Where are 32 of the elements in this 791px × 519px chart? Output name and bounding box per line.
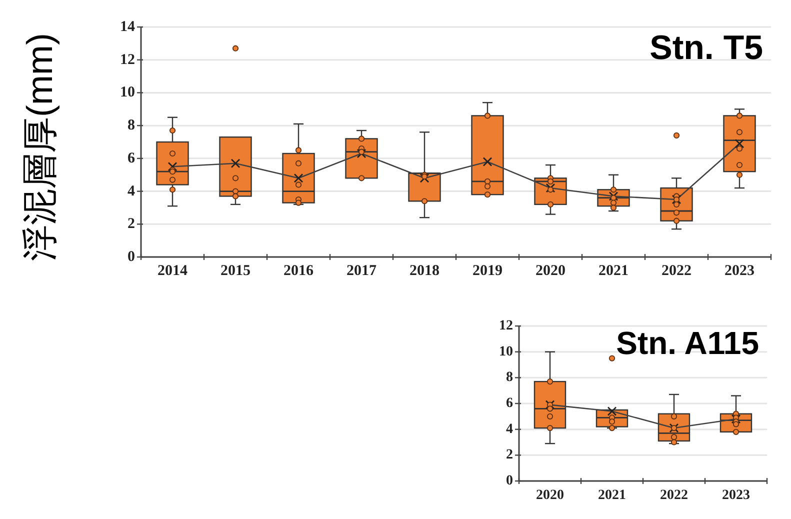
chart-title: Stn. T5 [650, 29, 763, 67]
y-tick-label: 4 [128, 183, 136, 200]
y-tick-label: 8 [506, 370, 513, 386]
x-tick-label: 2019 [472, 263, 502, 279]
y-tick-label: 2 [506, 448, 513, 463]
chart-title: Stn. A115 [616, 325, 759, 361]
y-tick-label: 12 [120, 52, 135, 68]
y-tick-label: 0 [128, 249, 135, 265]
y-tick-label: 0 [506, 474, 513, 488]
x-tick-label: 2018 [410, 263, 440, 279]
x-tick-label: 2015 [220, 263, 250, 279]
x-tick-label: 2020 [536, 263, 566, 279]
y-tick-label: 10 [499, 344, 513, 360]
y-tick-label: 6 [506, 396, 513, 411]
y-tick-label: 6 [128, 150, 136, 166]
y-tick-label: 10 [120, 84, 135, 101]
x-tick-label: 2022 [662, 263, 692, 279]
x-tick-label: 2014 [158, 263, 188, 279]
x-tick-label: 2016 [284, 263, 314, 279]
y-tick-label: 8 [128, 118, 135, 134]
x-tick-label: 2021 [598, 263, 628, 279]
y-tick-label: 14 [120, 19, 136, 35]
y-tick-label: 12 [499, 318, 513, 334]
x-tick-label: 2017 [346, 263, 377, 279]
x-tick-label: 2021 [598, 488, 626, 503]
y-tick-label: 4 [506, 422, 513, 437]
y-tick-label: 2 [128, 216, 135, 232]
x-tick-label: 2023 [724, 263, 754, 279]
y-axis-title: 浮泥層厚(mm) [19, 33, 60, 261]
x-tick-label: 2020 [536, 488, 564, 503]
x-tick-label: 2023 [722, 488, 750, 503]
x-tick-label: 2022 [660, 488, 688, 503]
